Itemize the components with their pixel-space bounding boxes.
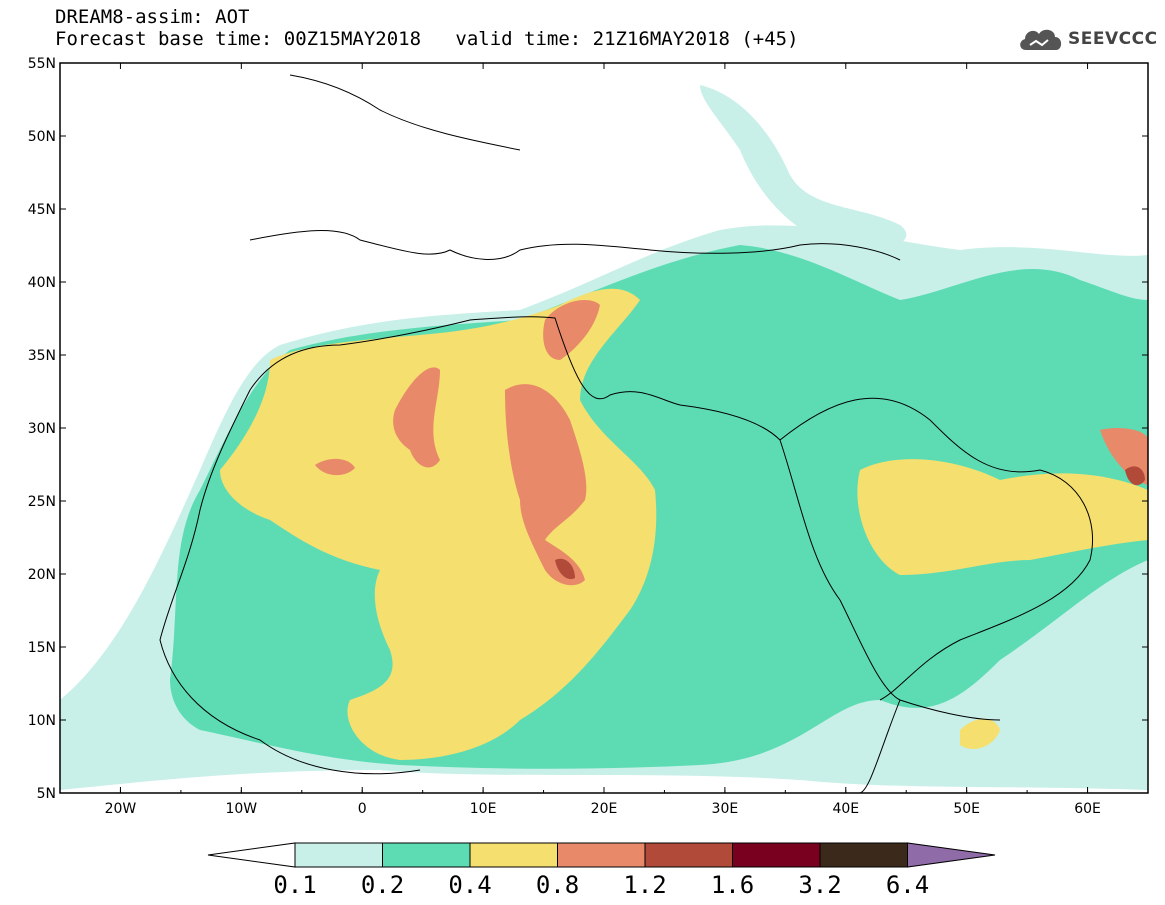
lon-label: 0 <box>358 801 367 817</box>
lat-label: 10N <box>28 713 56 729</box>
colorbar <box>207 842 996 868</box>
lat-label: 30N <box>28 421 56 437</box>
colorbar-label: 6.4 <box>886 871 929 899</box>
aot-field-1.2-gulf <box>1125 466 1145 486</box>
colorbar-label: 0.4 <box>448 871 491 899</box>
map-frame <box>59 62 1149 794</box>
colorbar-segment <box>557 842 646 868</box>
lon-labels: 20W 10W 0 10E 20E 30E 40E 50E 60E <box>105 801 1101 817</box>
header-valid-time: valid time: 21Z16MAY2018 (+45) <box>455 28 799 50</box>
africa-coast <box>159 316 1001 793</box>
lat-label: 50N <box>28 129 56 145</box>
colorbar-labels: 0.1 0.2 0.4 0.8 1.2 1.6 3.2 6.4 <box>273 871 929 899</box>
aot-fields <box>60 85 1148 790</box>
seevccc-logo: SEEVCCC <box>1018 22 1158 56</box>
cloud-logo-icon <box>1020 29 1062 50</box>
lat-label: 55N <box>28 56 56 72</box>
aot-field-1.2 <box>555 558 575 580</box>
colorbar-segment <box>294 842 383 868</box>
colorbar-under-arrow <box>207 842 296 868</box>
lat-label: 20N <box>28 567 56 583</box>
colorbar-label: 3.2 <box>798 871 841 899</box>
aot-field-0.8-west <box>315 458 355 476</box>
lat-label: 15N <box>28 640 56 656</box>
colorbar-segment <box>732 842 821 868</box>
lon-label: 20W <box>105 801 137 817</box>
lat-label: 5N <box>37 786 56 802</box>
colorbar-segment <box>469 842 558 868</box>
colorbar-label: 0.2 <box>361 871 404 899</box>
colorbar-label: 0.1 <box>273 871 316 899</box>
lon-label: 30E <box>712 801 739 817</box>
colorbar-segment <box>382 842 471 868</box>
lat-labels: 55N 50N 45N 40N 35N 30N 25N 20N 15N 10N 5N <box>28 56 56 802</box>
lon-label: 40E <box>832 801 859 817</box>
lon-label: 60E <box>1074 801 1101 817</box>
header-title: DREAM8-assim: AOT <box>55 6 250 28</box>
lat-label: 25N <box>28 494 56 510</box>
lat-label: 45N <box>28 202 56 218</box>
lon-label: 50E <box>953 801 980 817</box>
aot-field-0.1-north <box>700 85 907 251</box>
coastlines <box>159 74 1094 793</box>
lon-label: 10E <box>470 801 497 817</box>
colorbar-segment <box>819 842 908 868</box>
map-header: DREAM8-assim: AOT Forecast base time: 00… <box>55 6 799 50</box>
europe-coast <box>249 74 901 261</box>
aot-field-0.8-north <box>543 300 600 360</box>
lon-label: 10W <box>225 801 257 817</box>
colorbar-label: 0.8 <box>536 871 579 899</box>
header-base-time: Forecast base time: 00Z15MAY2018 <box>55 28 422 50</box>
colorbar-label: 1.6 <box>711 871 754 899</box>
aot-field-0.8-algeria <box>393 367 440 468</box>
colorbar-over-arrow <box>907 842 996 868</box>
lat-label: 35N <box>28 348 56 364</box>
colorbar-label: 1.2 <box>623 871 666 899</box>
colorbar-segment <box>644 842 733 868</box>
aot-field-0.8 <box>505 384 587 586</box>
lat-label: 40N <box>28 275 56 291</box>
arabia-coast <box>779 397 1094 701</box>
lon-label: 20E <box>591 801 618 817</box>
aot-field-0.4-spot <box>960 718 1000 750</box>
aot-field-0.4-arabia <box>857 459 1148 575</box>
logo-text: SEEVCCC <box>1068 29 1158 49</box>
